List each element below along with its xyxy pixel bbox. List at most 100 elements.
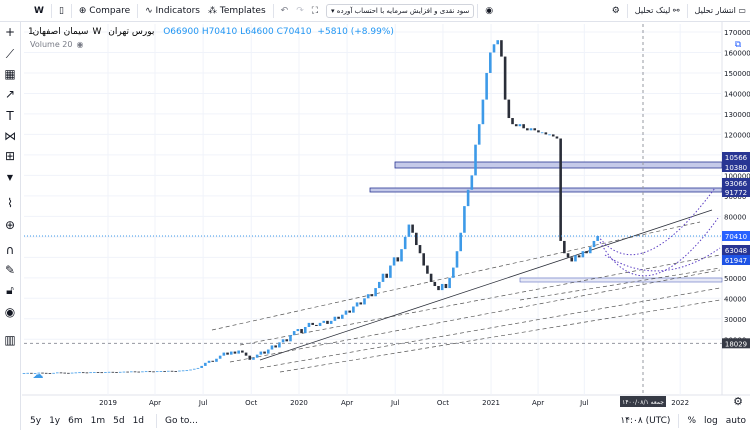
lock-drawing-tool[interactable]: ✎	[5, 263, 15, 277]
candle	[63, 372, 67, 374]
publish-button[interactable]: انتشار تحلیل ▭	[694, 6, 746, 15]
log-button[interactable]: log	[704, 416, 718, 426]
candle	[433, 281, 437, 287]
magnet-tool[interactable]: ∩	[6, 243, 15, 257]
delete-tool[interactable]: ▥	[4, 333, 15, 347]
candle	[226, 352, 229, 355]
candle	[422, 253, 426, 266]
brush-tool[interactable]: ↗	[5, 87, 15, 101]
chart-type-button[interactable]: ▯	[58, 5, 64, 16]
candle	[259, 351, 263, 355]
candle	[415, 232, 418, 246]
fib-tool[interactable]: ▦	[4, 67, 15, 81]
range-button[interactable]: 1m	[90, 416, 106, 426]
candle	[437, 286, 440, 291]
redo-button[interactable]: ↷	[296, 5, 304, 16]
drawing-price-tag	[722, 255, 750, 265]
projection-curve	[597, 187, 716, 256]
candle	[196, 367, 200, 369]
cursor-tool[interactable]: +	[5, 25, 15, 39]
candle	[555, 136, 559, 139]
candle	[137, 371, 141, 373]
adjustment-dropdown[interactable]: ▾ سود نقدی و افزایش سرمایه با احتساب آور…	[326, 3, 475, 18]
templates-label: Templates	[219, 5, 266, 16]
candle	[200, 365, 203, 368]
candle	[463, 206, 466, 233]
candle	[218, 355, 222, 359]
candle	[355, 302, 359, 307]
candle	[185, 370, 189, 372]
candle	[26, 372, 30, 374]
candle	[307, 322, 311, 327]
compare-button[interactable]: ⊕ Compare	[78, 5, 131, 16]
volume-legend: Volume 20 ◉	[30, 40, 83, 49]
zoom-tool[interactable]: ⊕	[5, 218, 15, 232]
candle	[266, 349, 270, 354]
range-button[interactable]: 5d	[113, 416, 125, 426]
goto-button[interactable]: Go to...	[165, 416, 198, 426]
candle	[426, 265, 429, 274]
range-button[interactable]: 6m	[68, 416, 83, 426]
hide-tool[interactable]: ◉	[5, 305, 15, 319]
candle	[352, 306, 355, 313]
scale-button[interactable]: ⧉	[735, 40, 742, 50]
candle	[252, 357, 255, 360]
more-tools[interactable]: ▼	[7, 173, 14, 182]
separator	[626, 3, 628, 18]
drawing-price-tag	[722, 178, 750, 188]
candle	[178, 370, 181, 372]
undo-button[interactable]: ↶	[280, 5, 289, 16]
x-tick-label: Apr	[149, 399, 161, 407]
candle	[130, 371, 133, 373]
templates-button[interactable]: ⁂ Templates	[208, 5, 266, 16]
prediction-tool[interactable]: ⊞	[5, 149, 15, 163]
logo: ☁	[33, 368, 44, 381]
axis-settings[interactable]: ⚙	[733, 395, 743, 408]
candle	[241, 350, 244, 353]
y-tick-label: 50000	[724, 275, 746, 283]
candle	[181, 370, 185, 372]
candle	[359, 302, 363, 305]
candle	[122, 371, 126, 373]
candle	[418, 245, 422, 254]
pattern-tool[interactable]: ⋈	[4, 129, 16, 143]
candle	[285, 339, 289, 342]
range-button[interactable]: 5y	[30, 416, 42, 426]
candle	[507, 99, 511, 119]
settings-button[interactable]: ⚙	[611, 5, 620, 16]
trend-line	[259, 209, 713, 361]
volume-visibility[interactable]: ◉	[76, 40, 83, 49]
candle	[303, 326, 307, 334]
separator	[156, 414, 158, 428]
candle	[211, 360, 215, 362]
candle	[274, 345, 277, 348]
drawing-price-tag	[722, 162, 750, 172]
candle	[440, 283, 444, 291]
zone-rectangle	[394, 161, 723, 169]
percent-button[interactable]: %	[687, 416, 696, 426]
auto-button[interactable]: auto	[725, 416, 746, 426]
visibility-button[interactable]: ◉	[485, 5, 494, 16]
interval-button[interactable]: W	[34, 5, 44, 16]
text-tool[interactable]: T	[5, 109, 14, 123]
range-button[interactable]: 1y	[49, 416, 61, 426]
candle	[141, 371, 144, 373]
candle	[155, 371, 159, 373]
trendline-tool[interactable]: ⟋	[6, 47, 15, 61]
fullscreen-button[interactable]: ⛶	[311, 5, 319, 16]
candle	[229, 351, 233, 355]
x-tick-label: Jul	[579, 399, 589, 407]
indicators-button[interactable]: ∿ Indicators	[145, 5, 200, 16]
share-link-button[interactable]: لینک تحلیل ⚯	[634, 6, 680, 15]
range-button[interactable]: 1d	[132, 416, 145, 426]
candle	[533, 128, 537, 131]
candle	[344, 310, 348, 315]
ruler-tool[interactable]: ⌇	[7, 196, 13, 210]
candle	[503, 56, 507, 100]
x-tick-label: Oct	[437, 399, 449, 407]
candle	[278, 342, 281, 348]
channel-line	[229, 269, 721, 363]
lock-tool[interactable]: 🔓︎	[6, 283, 14, 297]
candle	[255, 354, 259, 358]
range-group: 5y 1y 6m 1m 5d 1d	[26, 416, 148, 426]
